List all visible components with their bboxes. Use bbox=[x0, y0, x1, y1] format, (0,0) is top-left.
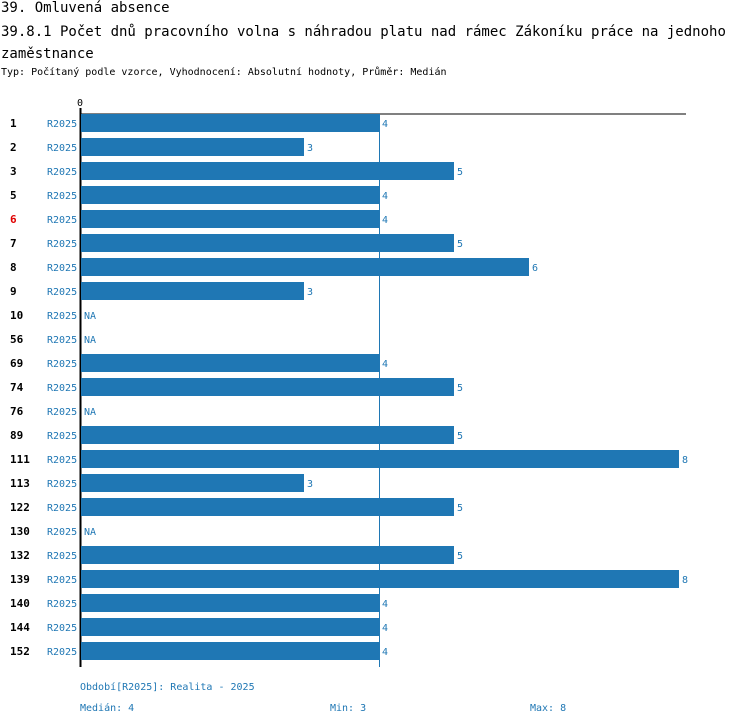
chart-subtitle: Typ: Počítaný podle vzorce, Vyhodnocení:… bbox=[1, 67, 447, 78]
value-label: 5 bbox=[457, 503, 463, 514]
category-label: 74 bbox=[10, 381, 24, 394]
category-label: 152 bbox=[10, 645, 30, 658]
value-label: 4 bbox=[382, 599, 388, 610]
series-label: R2025 bbox=[47, 407, 77, 418]
bar bbox=[81, 618, 379, 636]
series-label: R2025 bbox=[47, 359, 77, 370]
bar bbox=[81, 138, 304, 156]
value-label: 4 bbox=[382, 623, 388, 634]
bar bbox=[81, 474, 304, 492]
category-label: 69 bbox=[10, 357, 23, 370]
series-label: R2025 bbox=[47, 527, 77, 538]
bar bbox=[81, 210, 379, 228]
category-label: 130 bbox=[10, 525, 30, 538]
bar bbox=[81, 594, 379, 612]
series-label: R2025 bbox=[47, 335, 77, 346]
category-label: 76 bbox=[10, 405, 24, 418]
axis-zero-label: 0 bbox=[77, 98, 83, 109]
value-label: 5 bbox=[457, 239, 463, 250]
category-label: 8 bbox=[10, 261, 17, 274]
category-label: 113 bbox=[10, 477, 30, 490]
series-label: R2025 bbox=[47, 479, 77, 490]
bar bbox=[81, 498, 454, 516]
category-label: 122 bbox=[10, 501, 30, 514]
series-label: R2025 bbox=[47, 119, 77, 130]
value-label: 4 bbox=[382, 191, 388, 202]
bar bbox=[81, 258, 529, 276]
bar bbox=[81, 450, 679, 468]
value-label: 5 bbox=[457, 383, 463, 394]
category-label: 6 bbox=[10, 213, 17, 226]
value-label: 5 bbox=[457, 167, 463, 178]
footer-min: Min: 3 bbox=[330, 703, 367, 714]
category-label: 111 bbox=[10, 453, 30, 466]
category-label: 139 bbox=[10, 573, 30, 586]
bar bbox=[81, 570, 679, 588]
bar bbox=[81, 114, 379, 132]
series-label: R2025 bbox=[47, 191, 77, 202]
value-label: 6 bbox=[532, 263, 538, 274]
value-label: 5 bbox=[457, 551, 463, 562]
footer-max: Max: 8 bbox=[530, 703, 567, 714]
value-label: 4 bbox=[382, 119, 388, 130]
series-label: R2025 bbox=[47, 599, 77, 610]
bar bbox=[81, 234, 454, 252]
na-label: NA bbox=[84, 311, 96, 322]
series-label: R2025 bbox=[47, 623, 77, 634]
series-label: R2025 bbox=[47, 431, 77, 442]
series-label: R2025 bbox=[47, 143, 77, 154]
bar-chart: 0 1 R2025 4 2 R2025 3 3 R2025 5 5 R2025 4 6 R2025 4 7 R2… bbox=[10, 98, 688, 667]
series-label: R2025 bbox=[47, 167, 77, 178]
category-label: 3 bbox=[10, 165, 17, 178]
value-label: 4 bbox=[382, 359, 388, 370]
bar bbox=[81, 378, 454, 396]
category-label: 132 bbox=[10, 549, 30, 562]
na-label: NA bbox=[84, 407, 96, 418]
category-label: 7 bbox=[10, 237, 17, 250]
bar bbox=[81, 282, 304, 300]
category-label: 1 bbox=[10, 117, 17, 130]
na-label: NA bbox=[84, 335, 96, 346]
series-label: R2025 bbox=[47, 383, 77, 394]
category-label: 144 bbox=[10, 621, 30, 634]
series-label: R2025 bbox=[47, 575, 77, 586]
bar bbox=[81, 162, 454, 180]
series-label: R2025 bbox=[47, 287, 77, 298]
footer-median: Medián: 4 bbox=[80, 703, 135, 714]
na-label: NA bbox=[84, 527, 96, 538]
bar bbox=[81, 642, 379, 660]
value-label: 3 bbox=[307, 479, 313, 490]
value-label: 4 bbox=[382, 647, 388, 658]
value-label: 8 bbox=[682, 455, 688, 466]
series-label: R2025 bbox=[47, 551, 77, 562]
series-label: R2025 bbox=[47, 263, 77, 274]
value-label: 3 bbox=[307, 287, 313, 298]
category-label: 2 bbox=[10, 141, 17, 154]
series-label: R2025 bbox=[47, 455, 77, 466]
value-label: 3 bbox=[307, 143, 313, 154]
bar bbox=[81, 546, 454, 564]
series-label: R2025 bbox=[47, 215, 77, 226]
bar bbox=[81, 354, 379, 372]
footer-period: Období[R2025]: Realita - 2025 bbox=[80, 682, 255, 693]
question-title: 39.8.1 Počet dnů pracovního volna s náhr… bbox=[1, 24, 726, 62]
category-label: 10 bbox=[10, 309, 23, 322]
bar bbox=[81, 426, 454, 444]
value-label: 5 bbox=[457, 431, 463, 442]
category-label: 9 bbox=[10, 285, 17, 298]
value-label: 4 bbox=[382, 215, 388, 226]
category-label: 5 bbox=[10, 189, 17, 202]
series-label: R2025 bbox=[47, 311, 77, 322]
series-label: R2025 bbox=[47, 503, 77, 514]
section-title: 39. Omluvená absence bbox=[1, 0, 170, 16]
category-label: 89 bbox=[10, 429, 23, 442]
category-label: 56 bbox=[10, 333, 24, 346]
series-label: R2025 bbox=[47, 239, 77, 250]
series-label: R2025 bbox=[47, 647, 77, 658]
bar bbox=[81, 186, 379, 204]
category-label: 140 bbox=[10, 597, 30, 610]
value-label: 8 bbox=[682, 575, 688, 586]
